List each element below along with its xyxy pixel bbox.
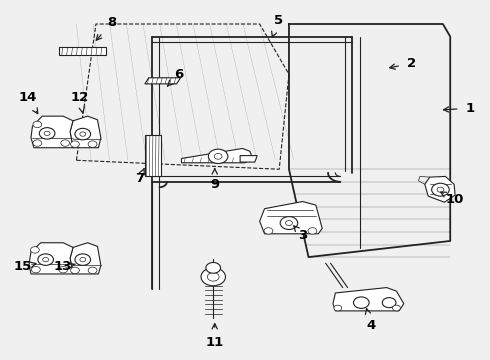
Circle shape bbox=[353, 297, 369, 309]
Text: 12: 12 bbox=[71, 91, 89, 113]
Text: 6: 6 bbox=[168, 68, 184, 86]
Polygon shape bbox=[29, 243, 73, 274]
Circle shape bbox=[61, 140, 70, 146]
Circle shape bbox=[88, 141, 97, 147]
Text: 8: 8 bbox=[96, 16, 117, 40]
Circle shape bbox=[214, 153, 222, 159]
Text: 2: 2 bbox=[390, 57, 416, 70]
Circle shape bbox=[206, 262, 220, 273]
Polygon shape bbox=[70, 243, 101, 274]
Polygon shape bbox=[31, 116, 73, 148]
Circle shape bbox=[44, 131, 50, 135]
Polygon shape bbox=[181, 148, 252, 163]
Circle shape bbox=[392, 305, 400, 311]
Circle shape bbox=[334, 305, 342, 311]
Circle shape bbox=[308, 228, 317, 234]
Circle shape bbox=[286, 221, 293, 226]
Circle shape bbox=[201, 268, 225, 286]
Circle shape bbox=[33, 121, 42, 128]
Circle shape bbox=[264, 228, 273, 234]
Circle shape bbox=[71, 141, 79, 147]
Circle shape bbox=[31, 266, 40, 273]
Text: 14: 14 bbox=[19, 91, 38, 114]
Circle shape bbox=[382, 298, 396, 308]
Circle shape bbox=[43, 257, 49, 262]
Circle shape bbox=[432, 183, 449, 196]
Text: 9: 9 bbox=[210, 169, 219, 191]
Text: 4: 4 bbox=[366, 309, 376, 332]
Circle shape bbox=[207, 273, 219, 281]
Circle shape bbox=[75, 254, 91, 265]
Text: 7: 7 bbox=[135, 168, 145, 185]
Circle shape bbox=[80, 257, 86, 262]
Text: 5: 5 bbox=[271, 14, 283, 37]
Text: 3: 3 bbox=[294, 226, 307, 242]
Circle shape bbox=[88, 267, 97, 274]
Polygon shape bbox=[260, 202, 322, 234]
Polygon shape bbox=[70, 116, 101, 148]
Circle shape bbox=[33, 140, 42, 146]
Polygon shape bbox=[240, 156, 257, 162]
Polygon shape bbox=[425, 176, 455, 202]
Circle shape bbox=[437, 187, 444, 192]
Text: 15: 15 bbox=[14, 260, 36, 273]
Circle shape bbox=[71, 267, 79, 274]
Polygon shape bbox=[59, 47, 106, 55]
Polygon shape bbox=[145, 135, 161, 176]
Text: 1: 1 bbox=[443, 102, 474, 115]
Circle shape bbox=[59, 266, 68, 273]
Text: 10: 10 bbox=[441, 192, 465, 206]
Circle shape bbox=[38, 254, 53, 265]
Circle shape bbox=[39, 128, 55, 139]
Circle shape bbox=[75, 129, 91, 140]
Polygon shape bbox=[333, 288, 404, 311]
Text: 11: 11 bbox=[206, 324, 224, 348]
Text: 13: 13 bbox=[54, 260, 75, 273]
Circle shape bbox=[208, 149, 228, 163]
Polygon shape bbox=[145, 78, 180, 84]
Circle shape bbox=[80, 132, 86, 136]
Circle shape bbox=[280, 217, 298, 229]
Circle shape bbox=[30, 247, 39, 253]
